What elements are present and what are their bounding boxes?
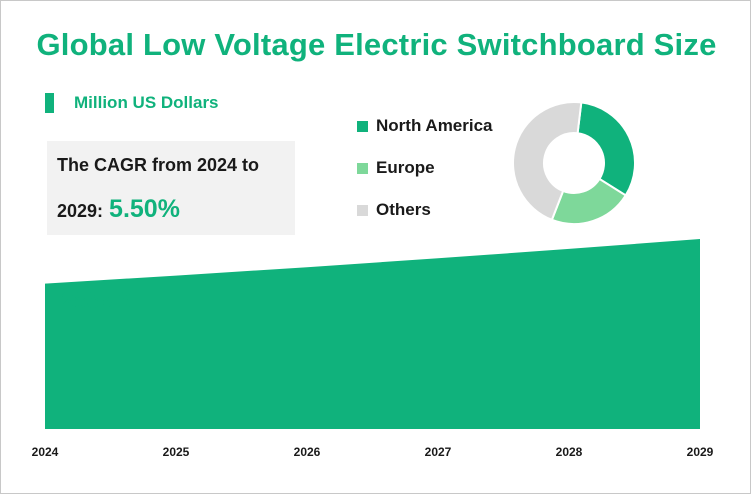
chart-title: Global Low Voltage Electric Switchboard … [36,27,717,62]
legend-swatch-europe [357,162,368,174]
legend-swatch-others [357,204,368,216]
cagr-prefix: 2029: [57,201,104,221]
legend-item-north-america: North America [357,115,493,137]
x-tick-2025: 2025 [163,445,190,459]
x-axis-ticks: 2024 2025 2026 2027 2028 2029 [32,445,714,459]
donut-legend: North America Europe Others [357,115,493,241]
data-label-2024: 2835.3 [61,287,132,313]
cagr-text-line2: 2029: 5.50% [57,195,180,224]
x-tick-2029: 2029 [687,445,714,459]
legend-label-europe: Europe [376,158,435,177]
cagr-text-line1: The CAGR from 2024 to [57,155,260,175]
x-tick-2028: 2028 [556,445,583,459]
x-tick-2024: 2024 [32,445,59,459]
legend-label-others: Others [376,200,431,219]
donut-slice-north-america [576,101,636,197]
x-tick-2027: 2027 [425,445,452,459]
unit-legend: Million US Dollars [45,91,219,115]
donut-slice-others [512,101,583,222]
unit-swatch [45,93,54,113]
legend-label-north-america: North America [376,116,493,135]
x-tick-2026: 2026 [294,445,321,459]
legend-item-others: Others [357,199,493,221]
legend-item-europe: Europe [357,157,493,179]
cagr-box: The CAGR from 2024 to 2029: 5.50% [47,141,295,235]
unit-label: Million US Dollars [74,93,219,112]
donut-chart [512,101,636,225]
cagr-value: 5.50% [109,195,180,223]
area-series [45,239,700,429]
legend-swatch-north-america [357,120,368,132]
